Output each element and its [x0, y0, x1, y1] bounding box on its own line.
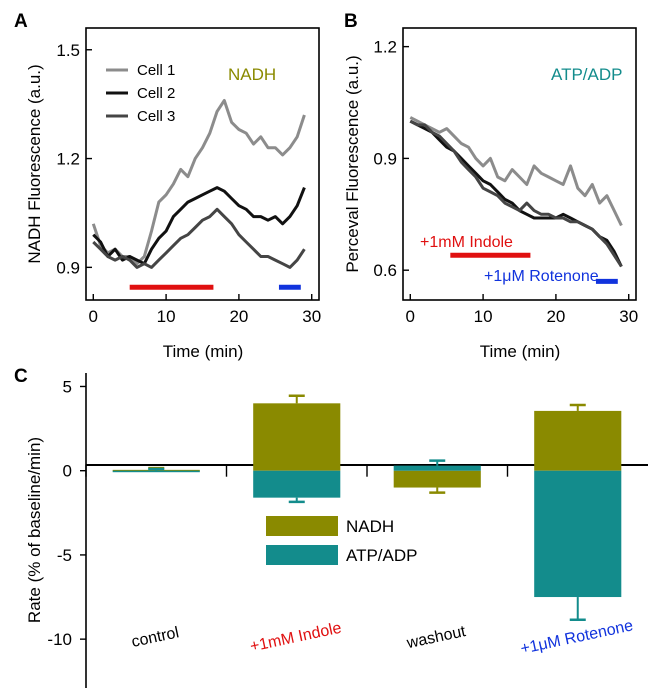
panel-b-series	[409, 116, 623, 268]
legend-label-cell-2: Cell 2	[137, 85, 175, 102]
panel-a-y-tick-label: 1.2	[56, 150, 80, 169]
panel-b-annotation-rotenone: +1μM Rotenone	[484, 268, 599, 285]
panel-a-x-tick-label: 0	[89, 307, 98, 326]
panel-c-y-tick-label: 5	[63, 377, 72, 396]
panel-c-y-tick-label: -5	[57, 546, 72, 565]
panel-a-y-axis-label: NADH Fluorescence (a.u.)	[25, 64, 44, 263]
panel-c-category-label: +1mM Indole	[249, 620, 344, 656]
legend-swatch-nadh	[266, 516, 338, 536]
panel-a-legend: Cell 1 Cell 2 Cell 3	[106, 62, 175, 125]
panel-b-ticks: 0 10 20 30 0.6 0.9 1.2	[373, 38, 638, 326]
legend-label-cell-3: Cell 3	[137, 108, 175, 125]
panel-c-category-label: control	[130, 624, 181, 651]
panel-c-y-ticks: 5 0 -5 -10	[47, 377, 86, 649]
panel-c-legend: NADH ATP/ADP	[266, 516, 417, 565]
panel-a-series	[91, 99, 306, 269]
panel-a: A 0 10 20 30 0.9 1.2 1.5 NADH Cell 1 Cell 2 Ce…	[14, 11, 321, 361]
panel-b-y-tick-label: 0.9	[373, 149, 397, 168]
panel-b-x-tick-label: 0	[406, 307, 415, 326]
panel-a-x-tick-label: 10	[157, 307, 176, 326]
panel-c-letter: C	[14, 366, 28, 387]
legend-label-atp-adp: ATP/ADP	[346, 546, 417, 565]
panel-b-x-tick-label: 30	[619, 307, 638, 326]
panel-b-y-tick-label: 0.6	[373, 261, 397, 280]
panel-a-series-line-3	[92, 207, 306, 269]
legend-label-cell-1: Cell 1	[137, 62, 175, 79]
bar-atp-adp-2	[253, 470, 341, 498]
panel-a-series-line-2	[92, 186, 306, 266]
panel-a-title: NADH	[228, 65, 276, 84]
panel-a-letter: A	[14, 11, 28, 32]
panel-b-x-axis-label: Time (min)	[480, 342, 561, 361]
panel-c-y-tick-label: -10	[47, 630, 72, 649]
panel-b-frame	[402, 27, 637, 301]
panel-b-y-axis-label: Perceval Fluorescence (a.u.)	[343, 55, 362, 272]
panel-b-y-tick-label: 1.2	[373, 38, 397, 57]
panel-c-y-tick-label: 0	[63, 462, 72, 481]
panel-c-category-label: washout	[404, 623, 467, 652]
bar-atp-adp-3	[393, 465, 481, 471]
panel-a-y-tick-label: 0.9	[56, 258, 80, 277]
bar-nadh-2	[253, 403, 341, 471]
bar-nadh-4	[534, 410, 622, 471]
bar-atp-adp-1	[112, 470, 200, 473]
bar-nadh-3	[393, 470, 481, 488]
panel-a-x-tick-label: 30	[302, 307, 321, 326]
panel-a-x-axis-label: Time (min)	[163, 342, 244, 361]
legend-label-nadh: NADH	[346, 517, 394, 536]
legend-swatch-atp-adp	[266, 545, 338, 565]
panel-a-ticks: 0 10 20 30 0.9 1.2 1.5	[56, 41, 321, 326]
panel-b-title: ATP/ADP	[551, 65, 622, 84]
panel-b-x-tick-label: 20	[546, 307, 565, 326]
panel-c: C 5 0 -5 -10 control +1mM Indole washout +1μM …	[14, 366, 648, 688]
panel-c-category-label: +1μM Rotenone	[519, 617, 635, 657]
panel-b-annotation-indole: +1mM Indole	[420, 234, 513, 251]
panel-b: B 0 10 20 30 0.6 0.9 1.2 ATP/ADP +1mM Indole +…	[343, 11, 638, 361]
bar-atp-adp-4	[534, 470, 622, 598]
panel-a-frame	[85, 27, 320, 301]
panel-a-y-tick-label: 1.5	[56, 41, 80, 60]
panel-a-series-line-1	[91, 99, 306, 266]
panel-a-x-tick-label: 20	[229, 307, 248, 326]
panel-b-x-tick-label: 10	[474, 307, 493, 326]
panel-c-bars	[85, 394, 622, 622]
panel-c-y-axis-label: Rate (% of baseline/min)	[25, 437, 44, 623]
panel-b-series-line-1	[409, 116, 623, 227]
panel-b-letter: B	[344, 11, 358, 32]
panel-c-category-labels: control +1mM Indole washout +1μM Rotenone	[130, 617, 635, 657]
panel-b-series-line-3	[409, 119, 623, 268]
panel-b-treatment-bars	[450, 252, 618, 284]
